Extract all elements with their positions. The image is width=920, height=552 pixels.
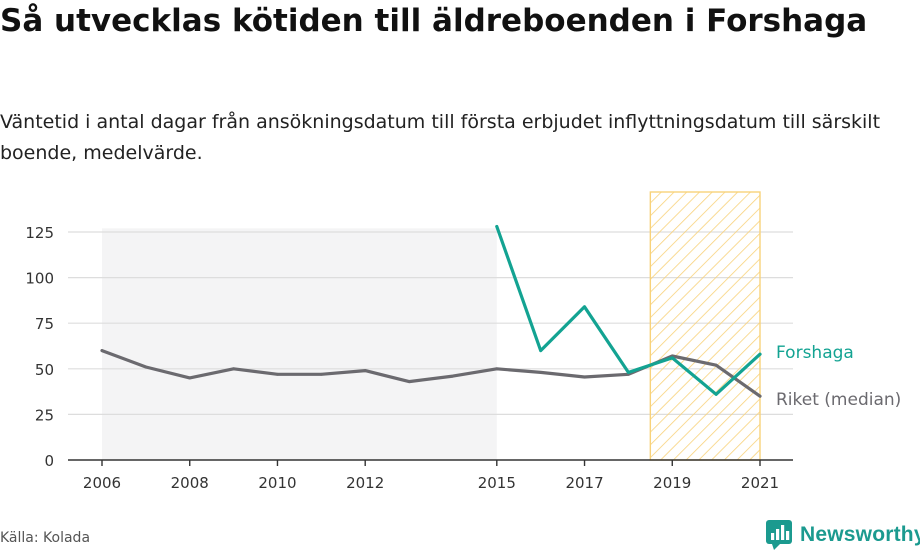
data-point — [232, 367, 236, 371]
series-labels: Forshaga Riket (median) — [776, 343, 901, 410]
brand-logo: Newsworthy — [766, 520, 920, 550]
series — [100, 224, 762, 398]
data-point — [495, 367, 499, 371]
newsworthy-logo-icon — [766, 520, 792, 550]
data-point — [583, 305, 586, 309]
data-point — [627, 371, 630, 374]
data-point — [670, 356, 674, 360]
data-point — [407, 380, 411, 383]
data-point — [276, 372, 279, 376]
source-note: Källa: Kolada — [0, 530, 91, 546]
background-band — [102, 228, 497, 460]
x-tick-label: 2021 — [741, 474, 779, 492]
x-tick-label: 2017 — [565, 474, 603, 492]
data-point — [100, 349, 104, 352]
data-point — [539, 349, 543, 352]
y-tick-label: 0 — [44, 452, 54, 470]
x-tick-label: 2010 — [258, 474, 296, 492]
data-point — [583, 375, 586, 379]
x-tick-label: 2015 — [478, 474, 516, 492]
data-point — [714, 392, 718, 396]
data-point — [758, 394, 762, 398]
data-point — [758, 352, 762, 356]
data-point — [451, 374, 455, 378]
chart-subtitle: Väntetid i antal dagar från ansökningsda… — [0, 111, 881, 164]
series-label: Forshaga — [776, 343, 854, 363]
x-tick-label: 2008 — [171, 474, 209, 492]
highlight-region — [649, 191, 761, 461]
x-tick-label: 2012 — [346, 474, 384, 492]
series-label: Riket (median) — [776, 390, 901, 410]
x-tick-label: 2006 — [83, 474, 121, 492]
data-point — [714, 363, 718, 367]
x-tick-label: 2019 — [653, 474, 691, 492]
brand-name: Newsworthy — [800, 523, 920, 546]
y-tick-label: 125 — [25, 224, 54, 242]
data-point — [188, 376, 192, 380]
y-tick-label: 100 — [25, 270, 54, 288]
y-tick-label: 75 — [35, 315, 54, 333]
data-point — [319, 372, 323, 376]
highlight-hatched-area — [649, 191, 761, 461]
data-point — [495, 225, 499, 228]
axes: 0 25 50 75 100 125 2006 2008 2010 2012 2015 2017 201… — [25, 224, 793, 492]
chart-title: Så utvecklas kötiden till äldreboenden i… — [0, 3, 868, 39]
data-point — [539, 371, 543, 374]
y-tick-label: 50 — [35, 361, 54, 379]
y-tick-label: 25 — [35, 406, 54, 424]
data-point — [144, 365, 148, 369]
data-point — [363, 369, 367, 373]
